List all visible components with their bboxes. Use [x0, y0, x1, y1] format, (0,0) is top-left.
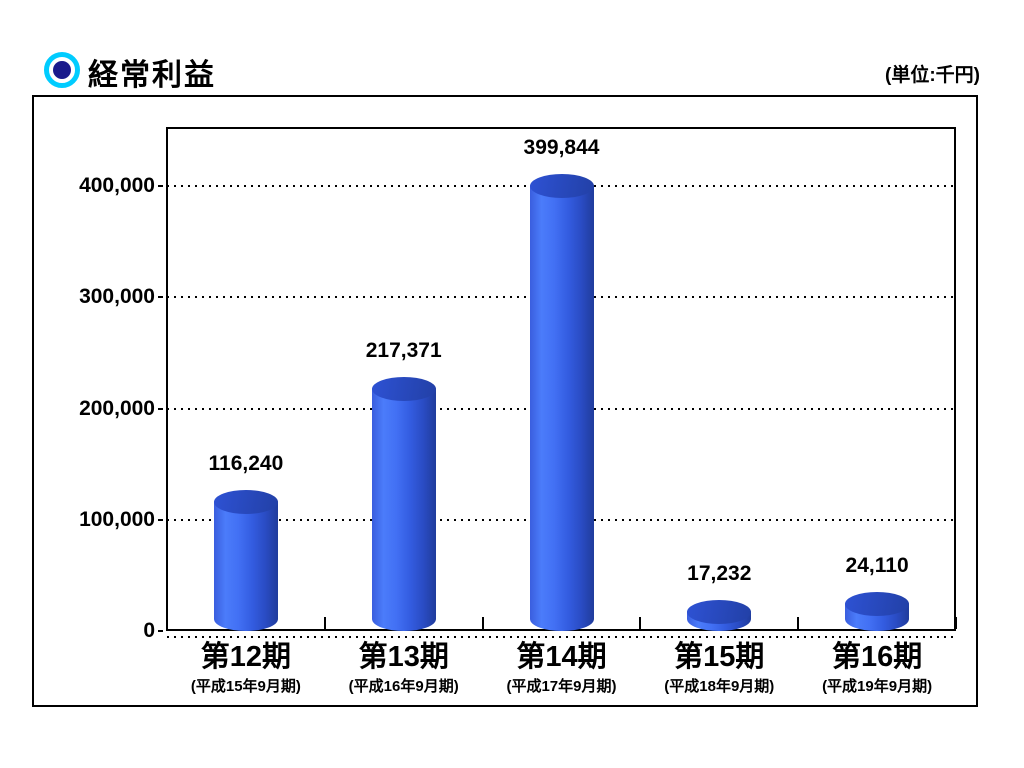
y-axis-tick	[158, 407, 163, 410]
bar-cylinder-top	[213, 489, 278, 514]
bar-cylinder-body	[371, 389, 436, 631]
x-axis-tick	[323, 617, 326, 629]
category-label: 第14期	[516, 641, 607, 673]
bar-cylinder-body	[529, 186, 594, 631]
bar-cylinder-top	[687, 599, 752, 624]
category-sublabel: (平成18年9月期)	[664, 678, 775, 695]
category-sublabel: (平成15年9月期)	[190, 678, 301, 695]
y-tick-label: 300,000	[79, 285, 155, 309]
y-axis-tick	[158, 630, 163, 632]
y-tick-label: 400,000	[79, 174, 155, 197]
y-axis-tick	[158, 296, 163, 299]
value-label: 24,110	[845, 554, 909, 578]
value-label: 116,240	[208, 451, 284, 475]
x-axis-tick	[955, 617, 957, 629]
x-axis-tick	[166, 617, 168, 629]
x-axis-tick	[639, 617, 642, 629]
x-axis-tick	[797, 617, 800, 629]
x-axis-tick	[481, 617, 484, 629]
bullet-icon	[44, 52, 80, 88]
category-label: 第15期	[674, 641, 765, 673]
y-tick-label: 200,000	[79, 396, 155, 420]
y-axis-tick	[158, 185, 163, 187]
value-label: 399,844	[523, 136, 600, 160]
category-label: 第13期	[358, 641, 449, 673]
bullet-dot-icon	[53, 61, 71, 79]
zero-dotted-line	[167, 636, 956, 638]
category-sublabel: (平成16年9月期)	[348, 678, 459, 695]
y-tick-label: 100,000	[79, 507, 155, 531]
bar-cylinder-top	[529, 174, 594, 199]
page-title: 経常利益	[88, 59, 216, 92]
unit-label: (単位:千円)	[885, 65, 980, 86]
category-sublabel: (平成19年9月期)	[822, 678, 933, 695]
y-tick-label: 0	[143, 619, 155, 642]
bar-cylinder-top	[845, 592, 910, 617]
category-label: 第16期	[831, 641, 923, 673]
value-label: 217,371	[365, 339, 442, 363]
y-axis-tick	[158, 518, 163, 521]
bar-cylinder-top	[371, 377, 436, 402]
bar-cylinder-body	[213, 501, 278, 631]
value-label: 17,232	[687, 561, 752, 585]
category-label: 第12期	[200, 641, 292, 673]
category-sublabel: (平成17年9月期)	[506, 678, 617, 695]
